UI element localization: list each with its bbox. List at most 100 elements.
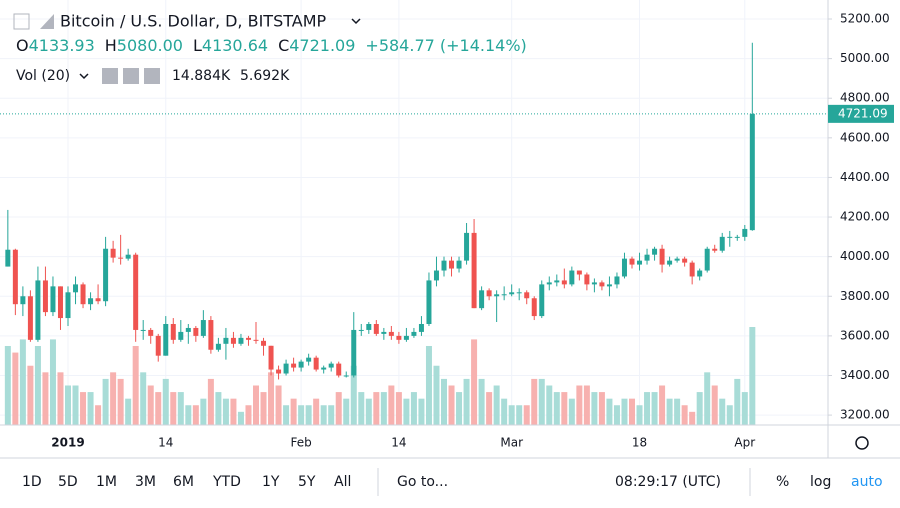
volume-bar xyxy=(305,405,312,425)
candle-body xyxy=(591,282,597,285)
volume-bar xyxy=(268,372,275,425)
candle-body xyxy=(133,254,139,330)
volume-bar xyxy=(726,405,733,425)
candle-body xyxy=(163,323,169,356)
candle-body xyxy=(719,236,725,251)
volume-bar xyxy=(185,405,192,425)
x-tick-label: Feb xyxy=(290,436,311,450)
y-tick-label: 4800.00 xyxy=(840,91,890,105)
candle-body xyxy=(313,357,319,370)
candle-body xyxy=(358,329,364,331)
candle-body xyxy=(88,298,94,305)
volume-bar xyxy=(463,378,470,425)
candle-body xyxy=(185,327,191,332)
x-tick-label: 14 xyxy=(391,436,406,450)
volume-bar xyxy=(403,398,410,425)
chevron[interactable] xyxy=(79,73,89,80)
auto-button[interactable]: auto xyxy=(851,474,883,490)
candle-body xyxy=(682,258,688,263)
candle-body xyxy=(245,337,251,340)
range-button[interactable]: All xyxy=(334,474,351,490)
volume-bar xyxy=(350,365,357,425)
volume-bar xyxy=(418,398,425,425)
candle-body xyxy=(479,290,485,309)
candle-body xyxy=(351,329,357,376)
candle-body xyxy=(118,257,124,259)
volume-bar xyxy=(328,405,335,425)
volume-bar xyxy=(689,411,696,425)
volume-bar xyxy=(523,405,530,425)
range-button[interactable]: 1M xyxy=(96,474,117,490)
legend-icon[interactable] xyxy=(13,13,30,30)
volume-bar xyxy=(27,365,34,425)
candle-body xyxy=(268,345,274,370)
volume-bar xyxy=(711,385,718,425)
range-button[interactable]: 5Y xyxy=(298,474,316,490)
volume-bar xyxy=(19,339,26,425)
range-button[interactable]: 3M xyxy=(135,474,156,490)
candle-body xyxy=(291,363,297,368)
volume-bar xyxy=(516,405,523,425)
settings-icon[interactable] xyxy=(123,68,139,84)
eye-icon[interactable] xyxy=(102,68,118,84)
candle-body xyxy=(253,339,259,341)
close-icon[interactable] xyxy=(144,68,160,84)
log-button[interactable]: log xyxy=(810,474,831,490)
settings-gear[interactable] xyxy=(855,436,869,450)
volume-bar xyxy=(553,392,560,425)
candle-body xyxy=(381,331,387,334)
range-button[interactable]: 6M xyxy=(173,474,194,490)
candle-body xyxy=(95,298,101,302)
candle-body xyxy=(629,258,635,265)
volume-bar xyxy=(704,372,711,425)
candle-body xyxy=(5,249,11,267)
candle-body xyxy=(637,260,643,265)
volume-bar xyxy=(373,392,380,425)
volume-bar xyxy=(410,392,417,425)
symbol-title: Bitcoin / U.S. Dollar, D, BITSTAMP xyxy=(60,12,327,31)
volume-bar xyxy=(253,385,259,425)
volume-bar xyxy=(696,392,703,425)
candle-body xyxy=(433,270,439,281)
candle-body xyxy=(276,369,282,374)
volume-value: 14.884K xyxy=(172,68,231,84)
volume-bar xyxy=(388,385,395,425)
percent-button[interactable]: % xyxy=(776,474,789,490)
x-tick-label: Mar xyxy=(500,436,523,450)
candle-body xyxy=(561,280,567,285)
range-button[interactable]: 5D xyxy=(58,474,78,490)
candle-body xyxy=(261,340,267,346)
candle-body xyxy=(388,331,394,336)
candle-body xyxy=(486,290,492,297)
volume-bar xyxy=(42,372,49,425)
x-tick-label: 2019 xyxy=(51,436,84,450)
candle-body xyxy=(230,337,236,344)
candle-body xyxy=(238,337,244,344)
candle-body xyxy=(621,258,627,277)
candle-body xyxy=(539,284,545,317)
candle-body xyxy=(193,327,199,336)
candle-body xyxy=(426,280,432,324)
volume-title: Vol (20) xyxy=(16,68,70,84)
candle-body xyxy=(727,236,733,238)
range-button[interactable]: 1D xyxy=(22,474,42,490)
chevron[interactable] xyxy=(351,18,361,25)
volume-ma-value: 5.692K xyxy=(240,68,290,84)
candle-body xyxy=(65,292,71,319)
volume-bar xyxy=(177,392,184,425)
y-tick-label: 4200.00 xyxy=(840,210,890,224)
volume-bar xyxy=(591,392,598,425)
volume-bar xyxy=(49,339,56,425)
plot-area xyxy=(0,0,828,425)
y-tick-label: 3800.00 xyxy=(840,289,890,303)
volume-bar xyxy=(508,405,515,425)
legend-icon xyxy=(40,14,54,29)
volume-bar xyxy=(493,385,500,425)
volume-bar xyxy=(546,385,553,425)
volume-bar xyxy=(87,392,94,425)
range-button[interactable]: 1Y xyxy=(262,474,280,490)
candle-body xyxy=(644,254,650,261)
goto-button[interactable]: Go to... xyxy=(397,474,448,490)
range-button[interactable]: YTD xyxy=(212,474,241,490)
volume-bar xyxy=(538,378,545,425)
